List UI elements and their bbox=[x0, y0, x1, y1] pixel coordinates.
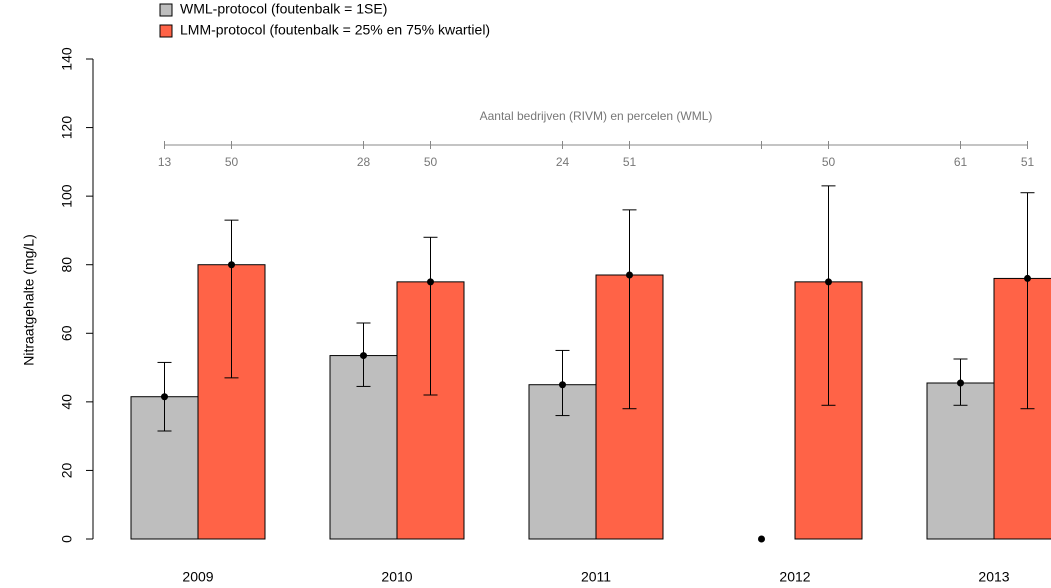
legend-label: LMM-protocol (foutenbalk = 25% en 75% kw… bbox=[180, 22, 490, 38]
y-tick-label: 60 bbox=[59, 325, 75, 341]
count-label: 28 bbox=[357, 155, 371, 169]
legend-label: WML-protocol (foutenbalk = 1SE) bbox=[180, 1, 387, 17]
y-axis-label: Nitraatgehalte (mg/L) bbox=[21, 234, 37, 366]
count-label: 24 bbox=[556, 155, 570, 169]
point bbox=[360, 352, 367, 360]
y-tick-label: 80 bbox=[59, 257, 75, 273]
point bbox=[626, 271, 633, 279]
count-label: 50 bbox=[822, 155, 836, 169]
y-tick-label: 140 bbox=[59, 47, 75, 71]
legend-swatch bbox=[159, 24, 173, 38]
x-tick-label: 2011 bbox=[581, 569, 611, 585]
y-tick-label: 100 bbox=[59, 184, 75, 208]
point bbox=[427, 278, 434, 286]
x-tick-label: 2009 bbox=[182, 569, 213, 585]
x-tick-label: 2012 bbox=[779, 569, 810, 585]
point bbox=[825, 278, 832, 286]
legend-swatch bbox=[159, 3, 173, 17]
y-tick-label: 120 bbox=[59, 116, 75, 140]
count-label: 13 bbox=[158, 155, 172, 169]
count-label: 50 bbox=[225, 155, 239, 169]
point bbox=[758, 535, 765, 543]
bar bbox=[926, 382, 995, 540]
annotation: Aantal bedrijven (RIVM) en percelen (WML… bbox=[480, 109, 713, 123]
count-label: 51 bbox=[1021, 155, 1035, 169]
x-tick-label: 2013 bbox=[978, 569, 1009, 585]
point bbox=[559, 381, 566, 389]
count-label: 61 bbox=[954, 155, 968, 169]
y-tick-label: 20 bbox=[59, 462, 75, 478]
y-tick-label: 40 bbox=[59, 394, 75, 410]
point bbox=[1024, 274, 1031, 282]
count-label: 50 bbox=[424, 155, 438, 169]
point bbox=[957, 379, 964, 387]
y-tick-label: 0 bbox=[59, 535, 75, 543]
point bbox=[161, 393, 168, 401]
x-tick-label: 2010 bbox=[381, 569, 412, 585]
point bbox=[228, 261, 235, 269]
count-label: 51 bbox=[623, 155, 637, 169]
